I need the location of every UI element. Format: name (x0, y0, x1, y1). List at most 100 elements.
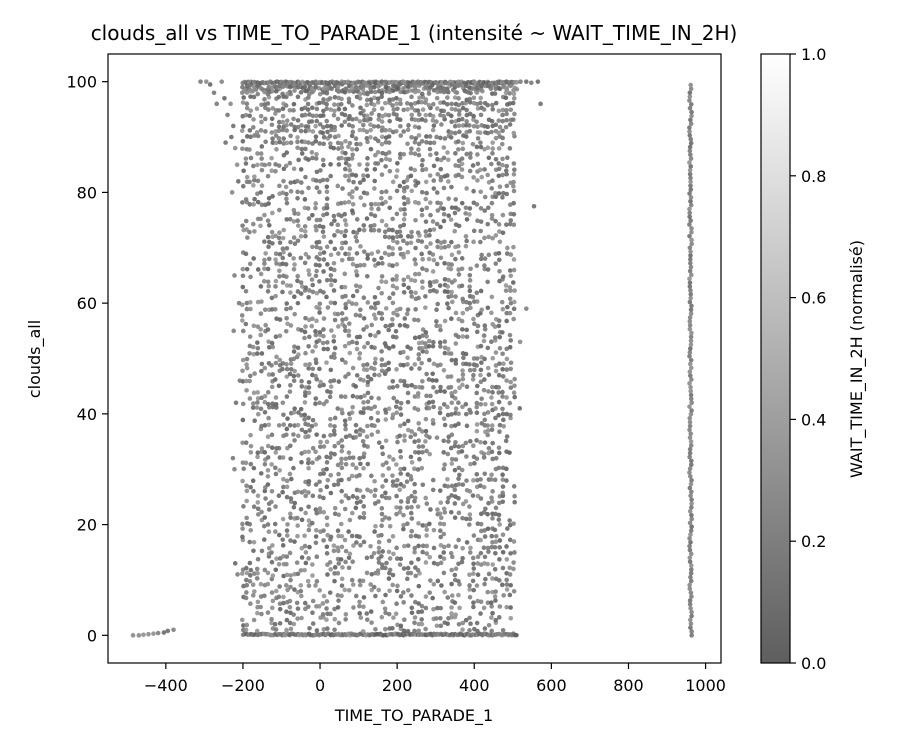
data-point (431, 361, 437, 367)
data-point (687, 245, 693, 251)
data-point (464, 327, 469, 333)
data-point (412, 439, 417, 445)
data-point (438, 388, 443, 394)
data-point (688, 342, 694, 347)
data-point (291, 373, 297, 379)
data-point (493, 617, 499, 623)
data-point (405, 399, 411, 405)
data-point (299, 146, 305, 152)
data-point (310, 445, 316, 451)
data-point (383, 490, 388, 496)
data-point (329, 328, 334, 333)
data-point (474, 410, 480, 416)
data-point (441, 100, 447, 105)
data-point (687, 326, 693, 332)
data-point (261, 537, 267, 542)
data-point (500, 128, 505, 134)
data-point (321, 108, 326, 114)
data-point (416, 352, 422, 357)
data-point (420, 107, 426, 112)
data-point (497, 522, 503, 527)
data-point (339, 499, 345, 504)
data-point (687, 520, 693, 526)
data-point (687, 319, 693, 324)
x-tick-label: 400 (459, 676, 490, 695)
data-point (478, 401, 484, 407)
data-point (240, 417, 246, 423)
data-point (427, 227, 433, 233)
data-point (273, 84, 278, 90)
data-point (270, 573, 276, 578)
data-point (445, 374, 451, 380)
data-point (207, 82, 213, 87)
data-point (332, 451, 337, 457)
data-point (314, 432, 319, 437)
data-point (474, 119, 479, 125)
data-point (342, 271, 348, 277)
data-point (431, 339, 436, 345)
data-point (463, 89, 469, 94)
data-point (255, 556, 261, 562)
data-point (270, 372, 276, 377)
data-point (306, 457, 311, 462)
data-point (320, 224, 326, 230)
data-point (467, 284, 472, 289)
data-point (423, 341, 428, 346)
data-point (306, 478, 312, 484)
data-point (493, 406, 498, 411)
data-point (478, 372, 483, 378)
data-point (263, 139, 268, 145)
data-point (441, 211, 447, 217)
data-point (413, 290, 418, 296)
data-point (485, 526, 491, 532)
data-point (405, 274, 411, 280)
data-point (324, 211, 330, 217)
data-point (497, 604, 503, 609)
data-point (328, 451, 334, 456)
data-point (338, 460, 344, 466)
data-point (442, 510, 448, 515)
data-point (361, 494, 366, 500)
data-point (486, 205, 491, 211)
data-point (368, 127, 374, 133)
data-point (310, 129, 316, 134)
data-point (274, 405, 279, 410)
data-point (332, 505, 338, 511)
data-point (327, 394, 333, 400)
data-point (408, 454, 414, 460)
data-point (379, 368, 385, 374)
data-point (486, 549, 491, 554)
data-point (688, 357, 694, 363)
colorbar-label: WAIT_TIME_IN_2H (normalisé) (847, 240, 867, 478)
data-point (463, 499, 469, 504)
data-point (307, 544, 312, 550)
data-point (372, 257, 377, 263)
data-point (306, 255, 311, 260)
data-point (500, 274, 506, 279)
data-point (336, 162, 342, 167)
data-point (303, 550, 309, 555)
data-point (489, 294, 495, 300)
data-point (499, 141, 505, 147)
data-point (412, 481, 417, 487)
data-point (383, 164, 388, 169)
data-point (424, 334, 429, 339)
data-point (298, 291, 304, 296)
data-point (324, 177, 330, 183)
data-point (284, 627, 289, 633)
data-point (332, 432, 337, 437)
data-point (284, 118, 290, 124)
data-point (464, 217, 470, 222)
data-point (303, 285, 309, 290)
data-point (397, 151, 403, 157)
data-point (277, 268, 282, 274)
data-point (459, 318, 465, 324)
data-point (482, 235, 487, 241)
data-point (500, 389, 505, 395)
data-point (452, 487, 458, 493)
data-point (350, 494, 356, 499)
data-point (508, 385, 514, 390)
data-point (277, 207, 282, 213)
data-point (332, 246, 338, 252)
data-point (445, 499, 450, 505)
